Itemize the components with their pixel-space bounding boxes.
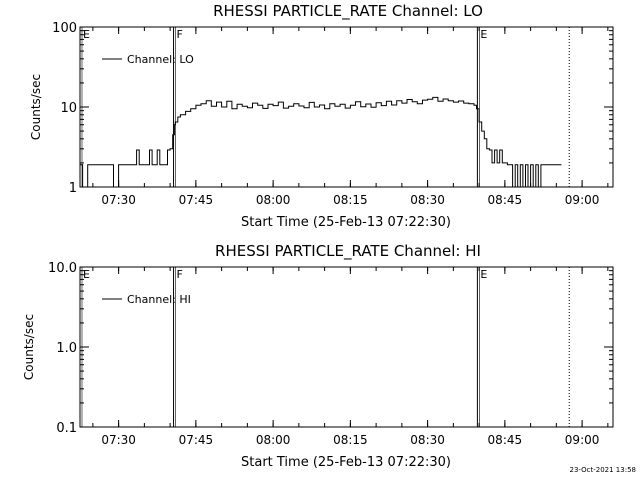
x-tick-label: 09:00 (565, 433, 600, 447)
x-tick-label: 08:15 (333, 193, 368, 207)
y-tick-label: 0.1 (56, 421, 77, 436)
y-tick-label: 10 (60, 101, 77, 116)
marker-label: E (480, 28, 487, 41)
y-axis-label: Counts/sec (22, 314, 36, 380)
chart-title: RHESSI PARTICLE_RATE Channel: LO (213, 2, 483, 21)
x-tick-label: 08:00 (256, 433, 291, 447)
y-tick-label: 100 (52, 21, 77, 36)
x-tick-label: 07:45 (179, 433, 214, 447)
plot-frame (79, 266, 614, 428)
legend: Channel: HI (102, 293, 191, 306)
x-ticks: 07:30 07:45 08:00 08:15 08:30 08:45 09:00 (92, 27, 609, 207)
timestamp: 23-Oct-2021 13:58 (569, 466, 636, 474)
y-ticks: 1 10 100 (52, 21, 613, 196)
panel-hi: RHESSI PARTICLE_RATE Channel: HI 07:30 07… (22, 242, 614, 470)
y-ticks: 0.1 1.0 10.0 (48, 261, 613, 436)
series-line (80, 96, 562, 188)
chart-title: RHESSI PARTICLE_RATE Channel: HI (215, 242, 481, 261)
marker-label: F (177, 28, 183, 41)
x-tick-label: 09:00 (565, 193, 600, 207)
y-tick-label: 1.0 (56, 341, 77, 356)
x-tick-label: 07:45 (179, 193, 214, 207)
marker-label: E (83, 268, 90, 281)
series-group (80, 96, 562, 188)
legend-label: Channel: HI (127, 293, 191, 306)
x-tick-label: 08:30 (410, 193, 445, 207)
y-axis-label: Counts/sec (29, 74, 43, 140)
marker-label: F (177, 268, 183, 281)
panel-lo: RHESSI PARTICLE_RATE Channel: LO 07:30 07… (29, 2, 614, 230)
x-tick-label: 08:30 (410, 433, 445, 447)
x-axis-label: Start Time (25-Feb-13 07:22:30) (241, 215, 451, 230)
x-axis-label: Start Time (25-Feb-13 07:22:30) (241, 455, 451, 470)
x-tick-label: 08:45 (488, 193, 523, 207)
legend-label: Channel: LO (127, 53, 194, 66)
x-ticks: 07:30 07:45 08:00 08:15 08:30 08:45 09:00 (92, 267, 609, 447)
x-tick-label: 07:30 (101, 193, 136, 207)
marker-label: E (83, 28, 90, 41)
x-tick-label: 08:45 (488, 433, 523, 447)
x-tick-label: 07:30 (101, 433, 136, 447)
y-tick-label: 1 (69, 181, 77, 196)
marker-label: E (480, 268, 487, 281)
x-tick-label: 08:00 (256, 193, 291, 207)
legend: Channel: LO (102, 53, 194, 66)
x-tick-label: 08:15 (333, 433, 368, 447)
y-tick-label: 10.0 (48, 261, 77, 276)
